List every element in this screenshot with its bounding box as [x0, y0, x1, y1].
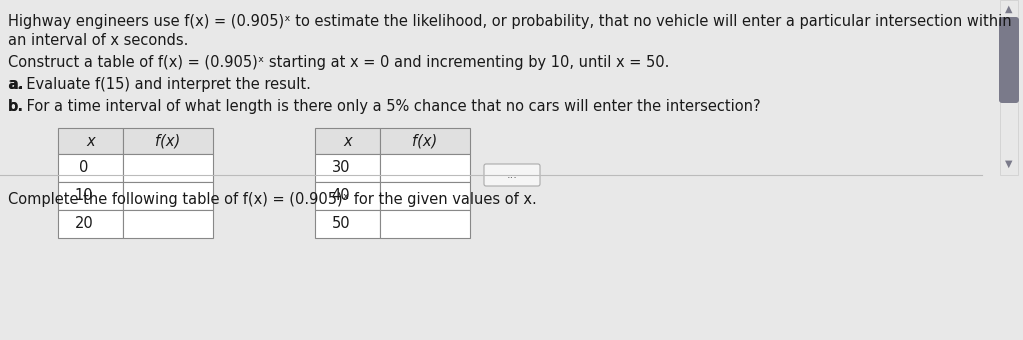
Polygon shape: [123, 128, 213, 154]
Polygon shape: [380, 210, 470, 238]
Polygon shape: [58, 128, 123, 154]
Polygon shape: [58, 154, 123, 182]
Text: 40: 40: [331, 188, 350, 204]
Text: Complete the following table of f(x) = (0.905)ˣ for the given values of x.: Complete the following table of f(x) = (…: [8, 192, 537, 207]
Text: an interval of x seconds.: an interval of x seconds.: [8, 33, 188, 48]
Polygon shape: [315, 210, 380, 238]
Polygon shape: [380, 128, 470, 154]
Text: 50: 50: [331, 217, 350, 232]
Text: f(x): f(x): [155, 134, 181, 149]
Text: x: x: [86, 134, 95, 149]
Polygon shape: [380, 182, 470, 210]
Text: 20: 20: [75, 217, 93, 232]
Text: 10: 10: [75, 188, 93, 204]
Polygon shape: [58, 182, 123, 210]
Polygon shape: [58, 210, 123, 238]
FancyBboxPatch shape: [999, 17, 1019, 103]
Text: a.: a.: [8, 77, 24, 92]
Text: Construct a table of f(x) = (0.905)ˣ starting at x = 0 and incrementing by 10, u: Construct a table of f(x) = (0.905)ˣ sta…: [8, 55, 669, 70]
Polygon shape: [123, 210, 213, 238]
Text: b. For a time interval of what length is there only a 5% chance that no cars wil: b. For a time interval of what length is…: [8, 99, 761, 114]
Text: ...: ...: [506, 170, 518, 180]
Text: ▼: ▼: [1006, 159, 1013, 169]
Text: b.: b.: [8, 99, 25, 114]
Polygon shape: [315, 182, 380, 210]
Text: 30: 30: [331, 160, 350, 175]
Polygon shape: [315, 128, 380, 154]
Text: x: x: [343, 134, 352, 149]
Polygon shape: [123, 182, 213, 210]
Text: ▲: ▲: [1006, 4, 1013, 14]
FancyBboxPatch shape: [484, 164, 540, 186]
Text: f(x): f(x): [412, 134, 438, 149]
Text: Highway engineers use f(x) = (0.905)ˣ to estimate the likelihood, or probability: Highway engineers use f(x) = (0.905)ˣ to…: [8, 14, 1012, 29]
Polygon shape: [123, 154, 213, 182]
FancyBboxPatch shape: [1000, 0, 1018, 175]
Polygon shape: [315, 154, 380, 182]
Polygon shape: [380, 154, 470, 182]
Text: 0: 0: [80, 160, 89, 175]
Text: a. Evaluate f(15) and interpret the result.: a. Evaluate f(15) and interpret the resu…: [8, 77, 311, 92]
